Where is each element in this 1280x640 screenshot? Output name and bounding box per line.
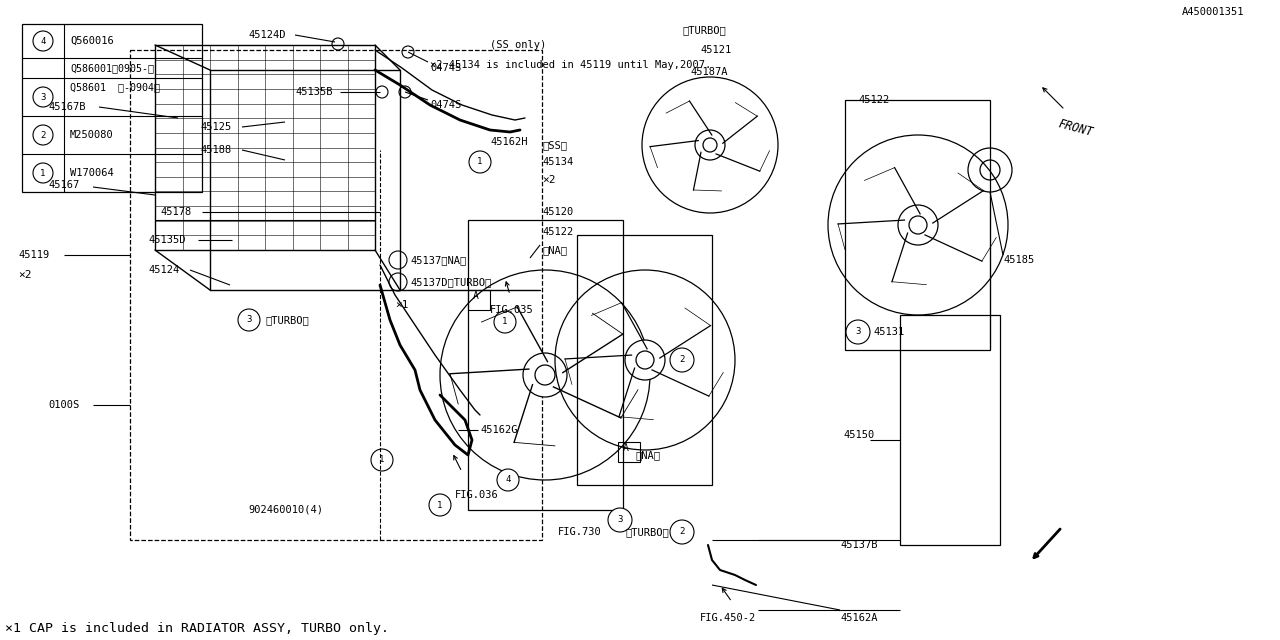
Text: 45162H: 45162H bbox=[490, 137, 527, 147]
Text: 45185: 45185 bbox=[1004, 255, 1034, 265]
Text: 1: 1 bbox=[438, 500, 443, 509]
Text: 0100S: 0100S bbox=[49, 400, 79, 410]
Text: 45119: 45119 bbox=[18, 250, 49, 260]
Text: 45137D〈TURBO〉: 45137D〈TURBO〉 bbox=[410, 277, 492, 287]
Text: 45178: 45178 bbox=[160, 207, 191, 217]
Text: A: A bbox=[623, 443, 628, 453]
Bar bbox=[577, 235, 712, 485]
Text: 45135B: 45135B bbox=[294, 87, 333, 97]
Text: 45150: 45150 bbox=[844, 430, 876, 440]
Text: ×2 45134 is included in 45119 until May,2007.: ×2 45134 is included in 45119 until May,… bbox=[430, 60, 712, 70]
Circle shape bbox=[669, 520, 694, 544]
Text: 〈NA〉: 〈NA〉 bbox=[635, 450, 660, 460]
Text: 〈TURBO〉: 〈TURBO〉 bbox=[625, 527, 668, 537]
Text: (SS only): (SS only) bbox=[490, 40, 547, 50]
Circle shape bbox=[33, 87, 52, 107]
Text: A450001351: A450001351 bbox=[1181, 7, 1244, 17]
Circle shape bbox=[497, 469, 518, 491]
Text: 45125: 45125 bbox=[200, 122, 232, 132]
Text: FIG.035: FIG.035 bbox=[490, 305, 534, 315]
Circle shape bbox=[494, 311, 516, 333]
Bar bbox=[22, 24, 202, 192]
Text: Q560016: Q560016 bbox=[70, 36, 114, 46]
Text: 45131: 45131 bbox=[873, 327, 904, 337]
Text: 45124: 45124 bbox=[148, 265, 179, 275]
Text: 45188: 45188 bbox=[200, 145, 232, 155]
Text: 45187A: 45187A bbox=[690, 67, 727, 77]
Text: A: A bbox=[474, 291, 479, 301]
Bar bbox=[131, 50, 541, 540]
Text: ×1: ×1 bbox=[396, 300, 408, 310]
Text: 〈TURBO〉: 〈TURBO〉 bbox=[682, 25, 726, 35]
Circle shape bbox=[468, 151, 492, 173]
Circle shape bbox=[695, 130, 724, 160]
Text: 1: 1 bbox=[477, 157, 483, 166]
Text: 45167B: 45167B bbox=[49, 102, 86, 112]
Text: FIG.036: FIG.036 bbox=[454, 490, 499, 500]
Text: 0474S: 0474S bbox=[430, 100, 461, 110]
Circle shape bbox=[524, 353, 567, 397]
Circle shape bbox=[33, 163, 52, 183]
Circle shape bbox=[371, 449, 393, 471]
Text: 45134: 45134 bbox=[541, 157, 573, 167]
Text: FIG.730: FIG.730 bbox=[558, 527, 602, 537]
Circle shape bbox=[238, 309, 260, 331]
Text: ×1 CAP is included in RADIATOR ASSY, TURBO only.: ×1 CAP is included in RADIATOR ASSY, TUR… bbox=[5, 622, 389, 635]
Text: 902460010(4): 902460010(4) bbox=[248, 505, 323, 515]
Text: 3: 3 bbox=[246, 316, 252, 324]
Text: 45124D: 45124D bbox=[248, 30, 285, 40]
Text: 2: 2 bbox=[680, 527, 685, 536]
Text: 45120: 45120 bbox=[541, 207, 573, 217]
Text: 3: 3 bbox=[617, 515, 622, 525]
Text: FIG.450-2: FIG.450-2 bbox=[700, 613, 756, 623]
Text: 45137〈NA〉: 45137〈NA〉 bbox=[410, 255, 466, 265]
Bar bbox=[618, 442, 640, 462]
Bar bbox=[845, 100, 989, 350]
Text: 1: 1 bbox=[502, 317, 508, 326]
Circle shape bbox=[33, 125, 52, 145]
Circle shape bbox=[669, 348, 694, 372]
Text: ×2: ×2 bbox=[541, 175, 556, 185]
Text: 0474S: 0474S bbox=[430, 63, 461, 73]
Text: 2: 2 bbox=[40, 131, 46, 140]
Text: 45162G: 45162G bbox=[480, 425, 517, 435]
Text: Q58601  〈-0904〉: Q58601 〈-0904〉 bbox=[70, 82, 160, 92]
Bar bbox=[900, 315, 1000, 545]
Circle shape bbox=[33, 31, 52, 51]
Text: 〈SS〉: 〈SS〉 bbox=[541, 140, 567, 150]
Text: 1: 1 bbox=[40, 168, 46, 177]
Text: 45122: 45122 bbox=[541, 227, 573, 237]
Text: 2: 2 bbox=[680, 355, 685, 365]
Circle shape bbox=[608, 508, 632, 532]
Circle shape bbox=[625, 340, 666, 380]
Circle shape bbox=[429, 494, 451, 516]
Text: 45135D: 45135D bbox=[148, 235, 186, 245]
Text: W170064: W170064 bbox=[70, 168, 114, 178]
Bar bbox=[468, 220, 623, 510]
Text: 〈TURBO〉: 〈TURBO〉 bbox=[265, 315, 308, 325]
Text: 45162A: 45162A bbox=[840, 613, 878, 623]
Text: ×2: ×2 bbox=[18, 270, 32, 280]
Text: Q586001゘0905-〉: Q586001゘0905-〉 bbox=[70, 63, 154, 73]
Text: FRONT: FRONT bbox=[1056, 118, 1094, 140]
Circle shape bbox=[899, 205, 938, 245]
Circle shape bbox=[846, 320, 870, 344]
Text: 45167: 45167 bbox=[49, 180, 79, 190]
Text: 45122: 45122 bbox=[858, 95, 890, 105]
Text: 3: 3 bbox=[855, 328, 860, 337]
Text: 1: 1 bbox=[379, 456, 385, 465]
Text: 45137B: 45137B bbox=[840, 540, 878, 550]
Text: 〈NA〉: 〈NA〉 bbox=[541, 245, 567, 255]
Text: 45121: 45121 bbox=[700, 45, 731, 55]
Text: M250080: M250080 bbox=[70, 130, 114, 140]
Text: 4: 4 bbox=[40, 36, 46, 45]
Text: 4: 4 bbox=[506, 476, 511, 484]
Text: 3: 3 bbox=[40, 93, 46, 102]
Bar bbox=[468, 290, 490, 310]
